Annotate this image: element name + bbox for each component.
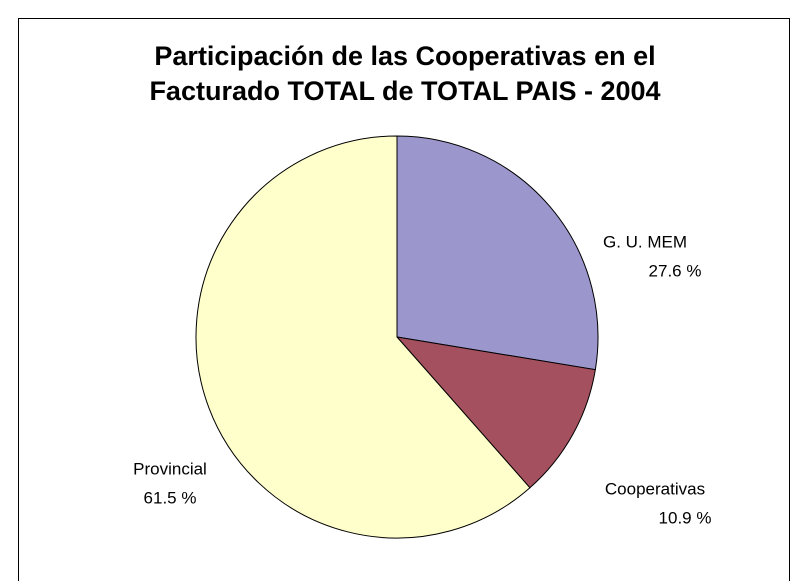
slice-value-label: 61.5 % — [144, 488, 197, 507]
pie-slice — [395, 336, 596, 489]
slice-value-label: 27.6 % — [649, 261, 702, 280]
pie-slice — [396, 135, 599, 371]
slice-value-label: 10.9 % — [659, 508, 712, 527]
chart-title: Facturado TOTAL de TOTAL PAIS - 2004 — [149, 76, 660, 106]
chart-title: Participación de las Cooperativas en el — [154, 41, 655, 71]
slice-label: Provincial — [133, 459, 207, 478]
slice-label: G. U. MEM — [603, 232, 687, 251]
pie-slice — [195, 135, 531, 539]
slice-label: Cooperativas — [605, 479, 705, 498]
